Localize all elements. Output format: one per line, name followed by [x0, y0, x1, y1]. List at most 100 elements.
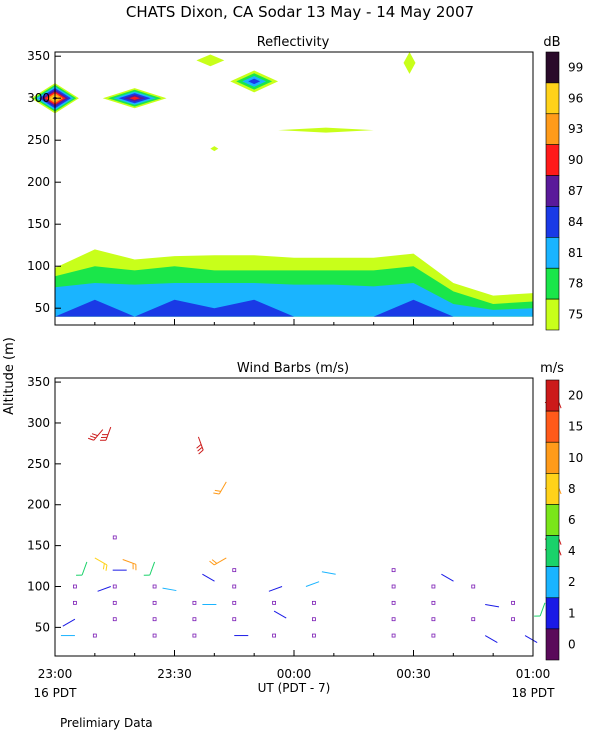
- reflectivity-unit: dB: [543, 35, 560, 50]
- y-axis-label: Altitude (m): [2, 337, 17, 415]
- y-tick-label: 300: [27, 91, 50, 105]
- colorbar-swatch: [546, 536, 559, 567]
- calm-marker: [193, 601, 196, 604]
- colorbar-label: 15: [568, 420, 583, 434]
- wind-barb: [274, 611, 286, 618]
- y-tick-label: 50: [35, 301, 50, 315]
- calm-marker: [153, 601, 156, 604]
- colorbar-swatch: [546, 504, 559, 535]
- colorbar-label: 1: [568, 606, 576, 620]
- y-tick-label: 200: [27, 175, 50, 189]
- calm-marker: [113, 618, 116, 621]
- wind-barb: [150, 562, 155, 575]
- colorbar-swatch: [546, 83, 559, 114]
- plot-frame: [55, 378, 533, 656]
- colorbar-swatch: [546, 176, 559, 207]
- calm-marker: [312, 618, 315, 621]
- wind-barb-flag: [197, 444, 202, 448]
- wind-barb-flag: [103, 563, 104, 569]
- colorbar-swatch: [546, 114, 559, 145]
- wind-barb: [63, 619, 75, 626]
- wind-barb: [485, 604, 499, 606]
- calm-marker: [392, 618, 395, 621]
- reflectivity-title: Reflectivity: [257, 35, 330, 50]
- colorbar-swatch: [546, 145, 559, 176]
- colorbar-swatch: [546, 598, 559, 629]
- x-tick-label: 23:00: [38, 667, 73, 681]
- wind-barb-flag: [88, 438, 94, 440]
- calm-marker: [472, 585, 475, 588]
- wind-barb: [441, 574, 453, 581]
- y-tick-label: 150: [27, 217, 50, 231]
- y-tick-label: 200: [27, 498, 50, 512]
- wind-barb: [322, 572, 336, 574]
- calm-marker: [392, 634, 395, 637]
- calm-marker: [432, 585, 435, 588]
- colorbar-label: 93: [568, 122, 583, 136]
- colorbar-label: 75: [568, 308, 583, 322]
- calm-marker: [153, 618, 156, 621]
- calm-marker: [432, 634, 435, 637]
- wind-barb: [214, 558, 226, 565]
- colorbar-label: 20: [568, 389, 583, 403]
- x-axis-label: UT (PDT - 7): [258, 681, 331, 695]
- wind-barb-flag: [212, 560, 217, 564]
- calm-marker: [512, 618, 515, 621]
- wind-barb: [219, 482, 226, 494]
- x-tick-label: 00:30: [396, 667, 431, 681]
- calm-marker: [233, 618, 236, 621]
- colorbar-label: 87: [568, 184, 583, 198]
- calm-marker: [392, 585, 395, 588]
- reflectivity-patch: [278, 128, 374, 133]
- wind-barb: [306, 582, 319, 587]
- y-tick-label: 350: [27, 49, 50, 63]
- wind-barb-flag: [213, 493, 219, 494]
- calm-marker: [273, 601, 276, 604]
- x-subtick-left: 16 PDT: [34, 686, 78, 700]
- colorbar-label: 0: [568, 637, 576, 651]
- calm-marker: [233, 569, 236, 572]
- figure-title: CHATS Dixon, CA Sodar 13 May - 14 May 20…: [126, 3, 474, 21]
- wind-barb: [202, 574, 214, 581]
- calm-marker: [432, 618, 435, 621]
- wind-barb: [95, 558, 107, 565]
- calm-marker: [73, 601, 76, 604]
- reflectivity-patch: [404, 52, 416, 74]
- wind-barb-flag: [198, 447, 203, 451]
- calm-marker: [392, 601, 395, 604]
- colorbar-label: 4: [568, 544, 576, 558]
- wind-barb-flag: [215, 490, 221, 491]
- wind-title: Wind Barbs (m/s): [237, 361, 349, 376]
- colorbar-label: 90: [568, 153, 583, 167]
- wind-barb: [485, 636, 497, 643]
- wind-barb: [82, 562, 87, 575]
- colorbar-label: 96: [568, 91, 583, 105]
- wind-barb-flag: [90, 436, 96, 438]
- wind-barb: [540, 603, 545, 616]
- calm-marker: [512, 601, 515, 604]
- y-tick-label: 100: [27, 259, 50, 273]
- calm-marker: [392, 569, 395, 572]
- calm-marker: [153, 585, 156, 588]
- calm-marker: [113, 536, 116, 539]
- colorbar-label: 99: [568, 60, 583, 74]
- colorbar-swatch: [546, 473, 559, 504]
- colorbar-label: 78: [568, 277, 583, 291]
- colorbar-swatch: [546, 268, 559, 299]
- wind-barb-flag: [210, 561, 215, 565]
- wind-barb: [106, 427, 111, 440]
- colorbar-swatch: [546, 206, 559, 237]
- calm-marker: [113, 601, 116, 604]
- colorbar-label: 2: [568, 575, 576, 589]
- colorbar-swatch: [546, 299, 559, 330]
- colorbar-label: 84: [568, 215, 583, 229]
- calm-marker: [153, 634, 156, 637]
- wind-barb-flag: [106, 565, 107, 571]
- colorbar-label: 8: [568, 482, 576, 496]
- wind-barb-flag: [92, 434, 98, 436]
- colorbar-swatch: [546, 380, 559, 411]
- calm-marker: [193, 634, 196, 637]
